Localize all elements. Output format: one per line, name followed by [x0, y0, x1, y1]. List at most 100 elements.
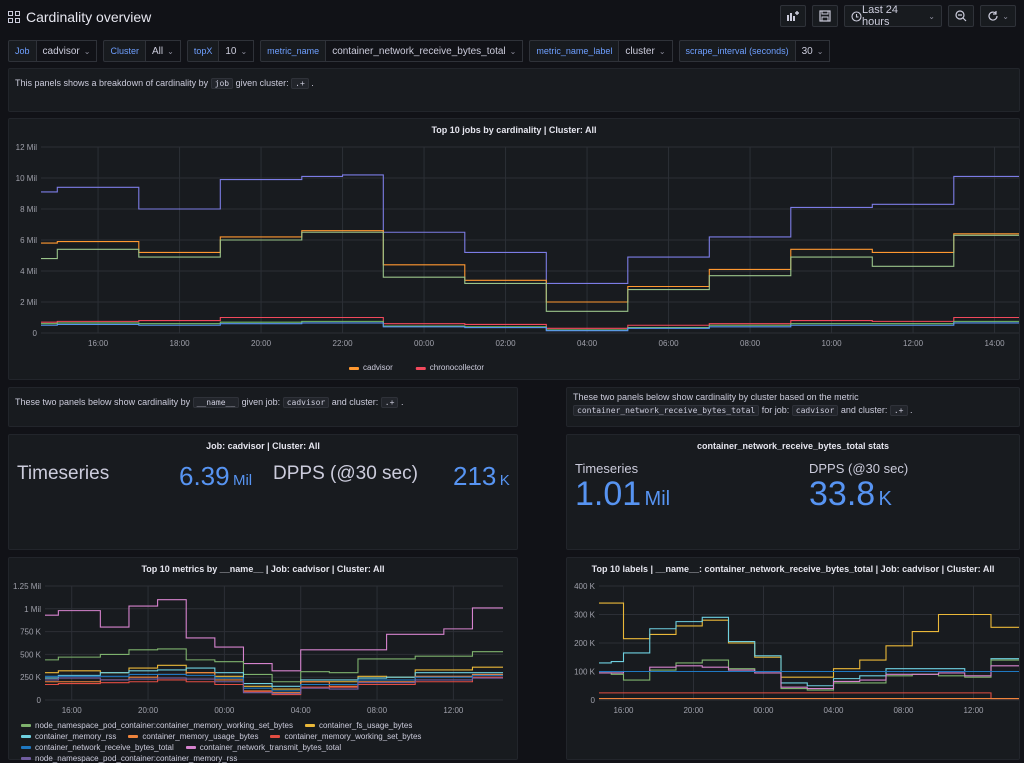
y-tick-label: 2 Mil: [20, 298, 37, 307]
right-text-panel: These two panels below show cardinality …: [566, 387, 1020, 427]
panel-title[interactable]: Job: cadvisor | Cluster: All: [206, 441, 320, 451]
code-cluster-value: .+: [889, 405, 908, 416]
x-tick-label: 00:00: [753, 706, 774, 715]
top-jobs-chart[interactable]: 0 2 Mil 4 Mil 6 Mil 8 Mil 10 Mil 12 Mil 16:00 18…: [9, 119, 1021, 381]
variable-label: topX: [186, 40, 220, 62]
legend-item[interactable]: container_memory_usage_bytes: [128, 732, 258, 741]
y-tick-label: 300 K: [574, 611, 596, 620]
dashboard-title[interactable]: Cardinality overview: [26, 9, 152, 25]
y-tick-label: 6 Mil: [20, 236, 37, 245]
y-tick-label: 10 Mil: [16, 174, 38, 183]
series-line[interactable]: [41, 174, 1019, 284]
legend-label: container_memory_usage_bytes: [142, 732, 259, 741]
add-panel-button[interactable]: [780, 5, 806, 27]
variable-select[interactable]: 30 ⌄: [795, 40, 831, 62]
intro-text-panel: This panels shows a breakdown of cardina…: [8, 68, 1020, 112]
variable-cluster[interactable]: Cluster All ⌄: [103, 40, 181, 62]
intro-text: This panels shows a breakdown of cardina…: [15, 78, 314, 89]
legend-item[interactable]: container_network_transmit_bytes_total: [185, 743, 342, 752]
y-tick-label: 1.25 Mil: [13, 582, 41, 591]
variable-label: scrape_interval (seconds): [678, 40, 796, 62]
timeseries-label: Timeseries: [575, 461, 639, 476]
variable-job[interactable]: Job cadvisor ⌄: [8, 40, 98, 62]
x-tick-label: 18:00: [170, 339, 191, 348]
series-line[interactable]: [41, 231, 1019, 312]
legend-swatch: [21, 746, 31, 749]
variable-select[interactable]: All ⌄: [145, 40, 181, 62]
refresh-icon: [988, 11, 998, 21]
zoom-out-button[interactable]: [948, 5, 974, 27]
x-tick-label: 12:00: [903, 339, 924, 348]
top-labels-chart[interactable]: 0 100 K 200 K 300 K 400 K 16:00 20:00 00:00 04:0…: [567, 558, 1021, 761]
legend-item[interactable]: container_network_receive_bytes_total: [21, 743, 174, 752]
legend-item[interactable]: container_memory_working_set_bytes: [270, 732, 421, 741]
panel-title[interactable]: container_network_receive_bytes_total st…: [696, 441, 890, 451]
x-tick-label: 16:00: [88, 339, 109, 348]
series-line[interactable]: [41, 230, 1019, 303]
panel-title[interactable]: Top 10 jobs by cardinality | Cluster: Al…: [431, 125, 597, 135]
legend-swatch: [21, 724, 31, 727]
legend-item[interactable]: node_namespace_pod_container:container_m…: [21, 754, 237, 763]
right-text: These two panels below show cardinality …: [573, 392, 913, 416]
code-metric: container_network_receive_bytes_total: [573, 405, 760, 416]
y-tick-label: 0: [591, 696, 596, 705]
series-line[interactable]: [41, 322, 1019, 332]
series-line[interactable]: [45, 673, 503, 692]
legend-label: container_memory_working_set_bytes: [284, 732, 422, 741]
variable-metric-name-label[interactable]: metric_name_label cluster ⌄: [529, 40, 673, 62]
top-metrics-chart[interactable]: 0 250 K 500 K 750 K 1 Mil 1.25 Mil 16:00 20:00 0…: [9, 558, 519, 761]
legend-item[interactable]: node_namespace_pod_container:container_m…: [21, 721, 293, 730]
metric-stats-panel[interactable]: container_network_receive_bytes_total st…: [566, 434, 1020, 550]
refresh-button[interactable]: ⌄: [980, 5, 1016, 27]
legend-label: container_network_transmit_bytes_total: [199, 743, 342, 752]
job-stats-panel[interactable]: Job: cadvisor | Cluster: All Timeseries …: [8, 434, 518, 550]
variable-select[interactable]: cadvisor ⌄: [36, 40, 98, 62]
y-tick-label: 1 Mil: [24, 605, 41, 614]
variable-select[interactable]: container_network_receive_bytes_total ⌄: [326, 40, 524, 62]
variable-select[interactable]: 10 ⌄: [219, 40, 255, 62]
timeseries-label: Timeseries: [17, 463, 110, 484]
time-picker-button[interactable]: Last 24 hours ⌄: [844, 4, 942, 28]
top-labels-panel[interactable]: Top 10 labels | __name__: container_netw…: [566, 557, 1020, 760]
variable-topx[interactable]: topX 10 ⌄: [186, 40, 255, 62]
legend-label: container_fs_usage_bytes: [318, 721, 413, 730]
variable-metric-name[interactable]: metric_name container_network_receive_by…: [260, 40, 524, 62]
legend-label: node_namespace_pod_container:container_m…: [35, 721, 293, 730]
panel-title[interactable]: Top 10 metrics by __name__ | Job: cadvis…: [141, 564, 385, 574]
series-line[interactable]: [599, 692, 1019, 700]
y-tick-label: 500 K: [20, 650, 42, 659]
series-line[interactable]: [599, 665, 1019, 690]
save-dashboard-button[interactable]: [812, 5, 838, 27]
variable-label: metric_name_label: [529, 40, 620, 62]
panel-title[interactable]: Top 10 labels | __name__: container_netw…: [591, 564, 995, 574]
series-line[interactable]: [41, 316, 1019, 329]
variable-select[interactable]: cluster ⌄: [619, 40, 673, 62]
code-job: job: [210, 78, 234, 89]
top-metrics-panel[interactable]: Top 10 metrics by __name__ | Job: cadvis…: [8, 557, 519, 763]
top-jobs-panel[interactable]: Top 10 jobs by cardinality | Cluster: Al…: [8, 118, 1020, 380]
series-line[interactable]: [41, 320, 1019, 331]
x-tick-label: 10:00: [822, 339, 843, 348]
dpps-value: 213 K: [453, 461, 510, 491]
variable-scrape-interval[interactable]: scrape_interval (seconds) 30 ⌄: [678, 40, 831, 62]
series-line[interactable]: [45, 599, 503, 672]
legend-item[interactable]: container_fs_usage_bytes: [304, 721, 413, 730]
x-tick-label: 00:00: [414, 339, 435, 348]
time-range-label: Last 24 hours: [861, 4, 899, 28]
legend-label[interactable]: cadvisor: [363, 363, 393, 372]
code-job-value: cadvisor: [282, 397, 330, 408]
x-tick-label: 04:00: [291, 706, 312, 715]
series-line[interactable]: [599, 616, 1019, 687]
legend-label[interactable]: chronocollector: [430, 363, 485, 372]
variable-label: metric_name: [260, 40, 327, 62]
legend-item[interactable]: container_memory_rss: [21, 732, 116, 741]
x-tick-label: 04:00: [577, 339, 598, 348]
dashboard-grid-icon[interactable]: [8, 11, 20, 23]
x-tick-label: 02:00: [496, 339, 517, 348]
series-line[interactable]: [599, 659, 1019, 691]
zoom-out-icon: [955, 10, 967, 22]
dpps-label: DPPS (@30 sec): [273, 463, 418, 484]
left-text: These two panels below show cardinality …: [15, 397, 404, 408]
legend-swatch: [185, 746, 196, 749]
series-line[interactable]: [45, 677, 503, 695]
